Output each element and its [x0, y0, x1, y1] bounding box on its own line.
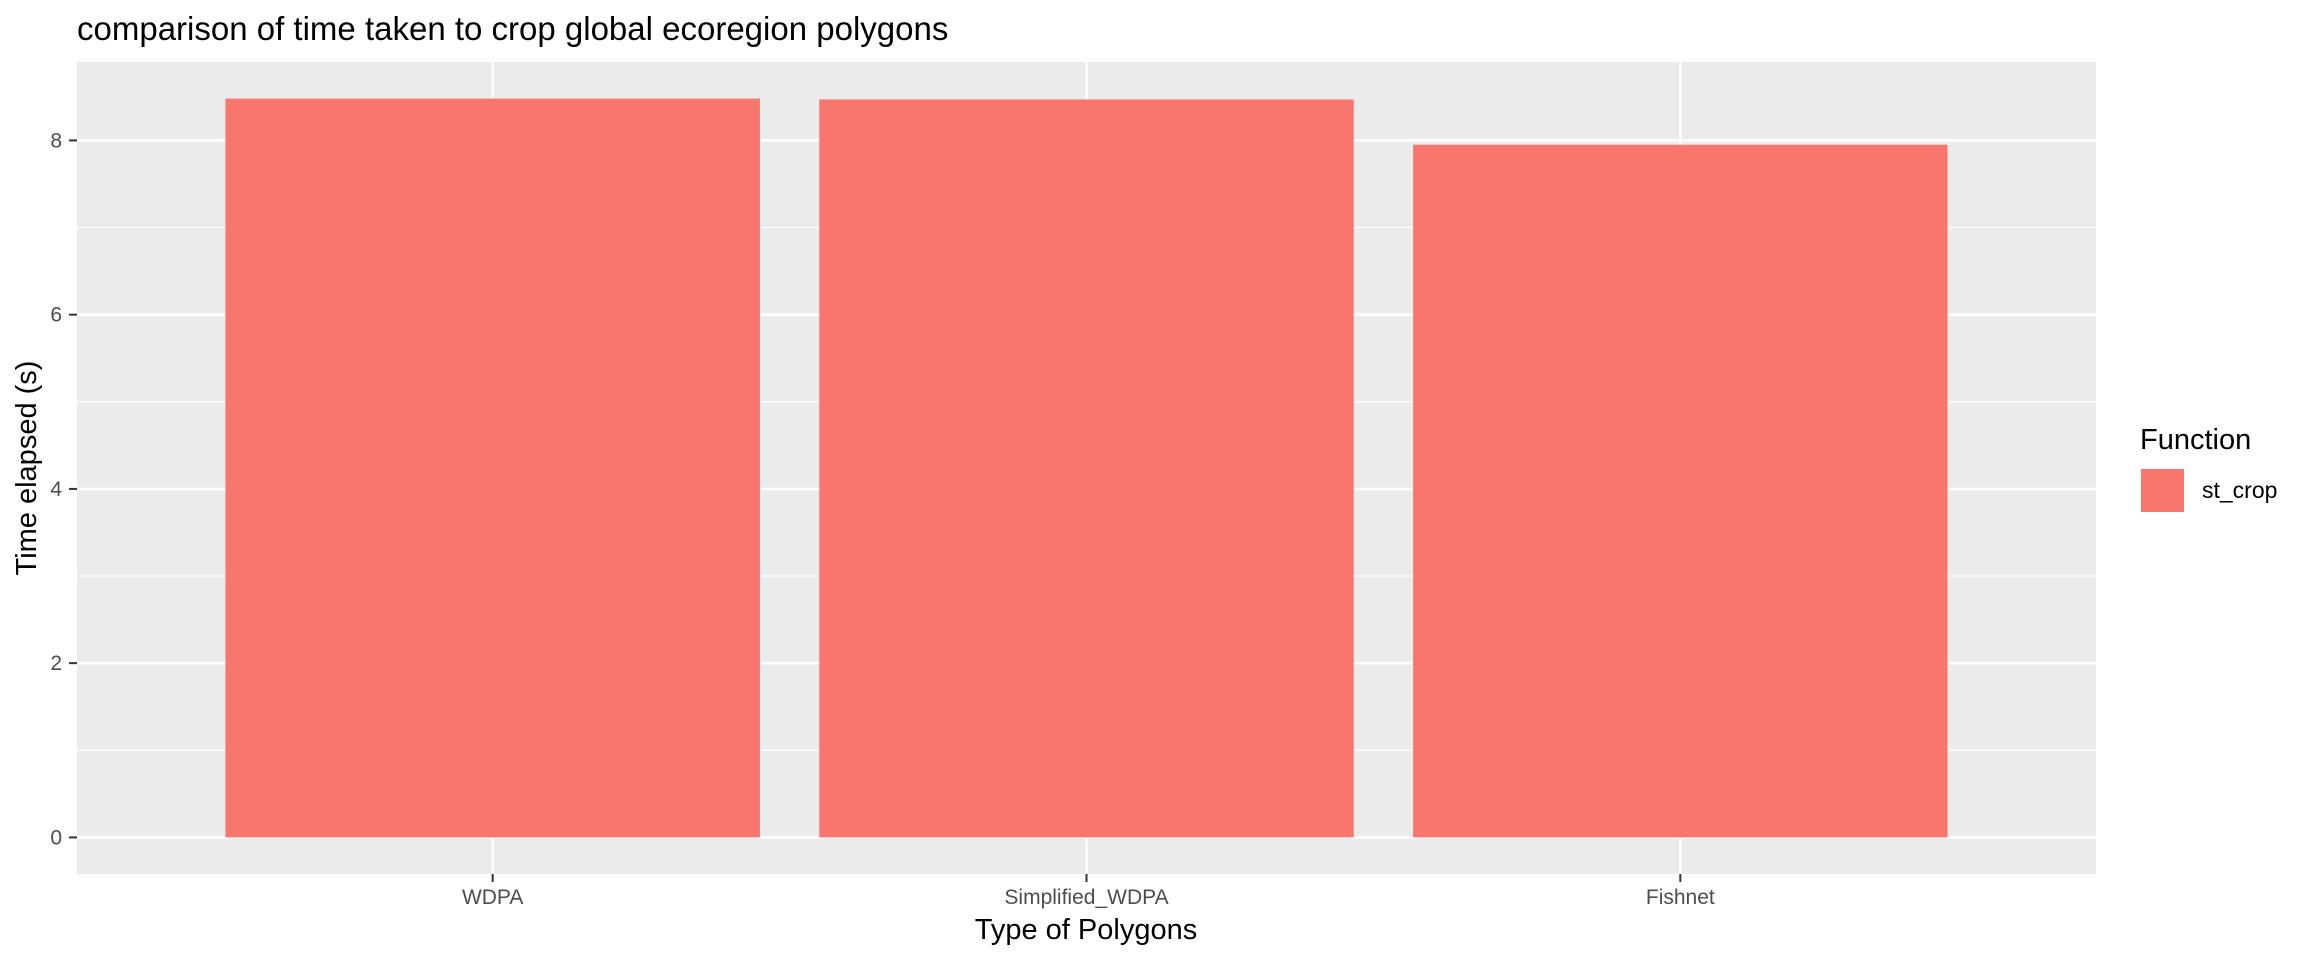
bar-fishnet [1413, 144, 1948, 838]
y-tick-label: 4 [50, 478, 62, 501]
x-axis: WDPA Simplified_WDPA Fishnet [462, 874, 1715, 909]
chart-title: comparison of time taken to crop global … [77, 10, 948, 47]
y-tick-label: 0 [50, 826, 62, 849]
y-tick-label: 8 [50, 129, 62, 152]
y-tick-label: 2 [50, 652, 62, 675]
bar-simplified-wdpa [819, 99, 1354, 838]
legend: Function st_crop [2140, 424, 2277, 512]
y-axis-title: Time elapsed (s) [11, 361, 43, 576]
x-axis-title: Type of Polygons [975, 914, 1197, 946]
bars-group [225, 98, 1948, 838]
bar-wdpa [225, 98, 760, 838]
legend-title: Function [2140, 424, 2251, 456]
x-tick-label: WDPA [462, 886, 523, 909]
y-axis: 0 2 4 6 8 [50, 129, 77, 849]
legend-label-st-crop: st_crop [2202, 477, 2277, 503]
y-tick-label: 6 [50, 304, 62, 327]
x-tick-label: Simplified_WDPA [1004, 886, 1168, 909]
legend-key-st-crop [2141, 469, 2184, 512]
x-tick-label: Fishnet [1646, 886, 1715, 909]
